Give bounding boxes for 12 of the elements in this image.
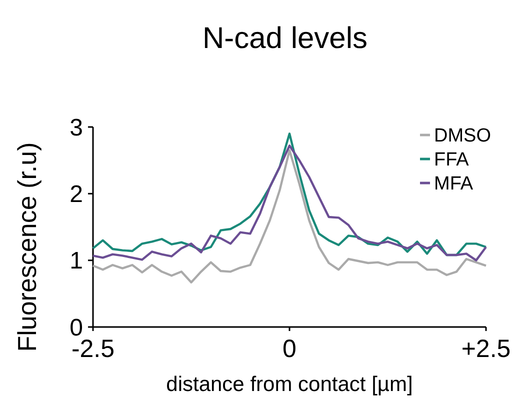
x-axis-title: distance from contact [µm] xyxy=(166,373,413,396)
y-tick-label: 2 xyxy=(70,181,83,208)
y-tick-label: 3 xyxy=(70,114,83,142)
legend-label: MFA xyxy=(434,174,474,195)
legend-label: DMSO xyxy=(434,126,491,147)
y-axis-title: Fluorescence (r.u) xyxy=(12,142,42,352)
chart-title: N-cad levels xyxy=(202,22,368,55)
line-series xyxy=(92,149,488,284)
x-tick-label: +2.5 xyxy=(461,335,511,363)
y-tick-label: 1 xyxy=(70,248,83,275)
x-tick-label: 0 xyxy=(282,335,296,363)
legend-label: FFA xyxy=(434,150,470,171)
